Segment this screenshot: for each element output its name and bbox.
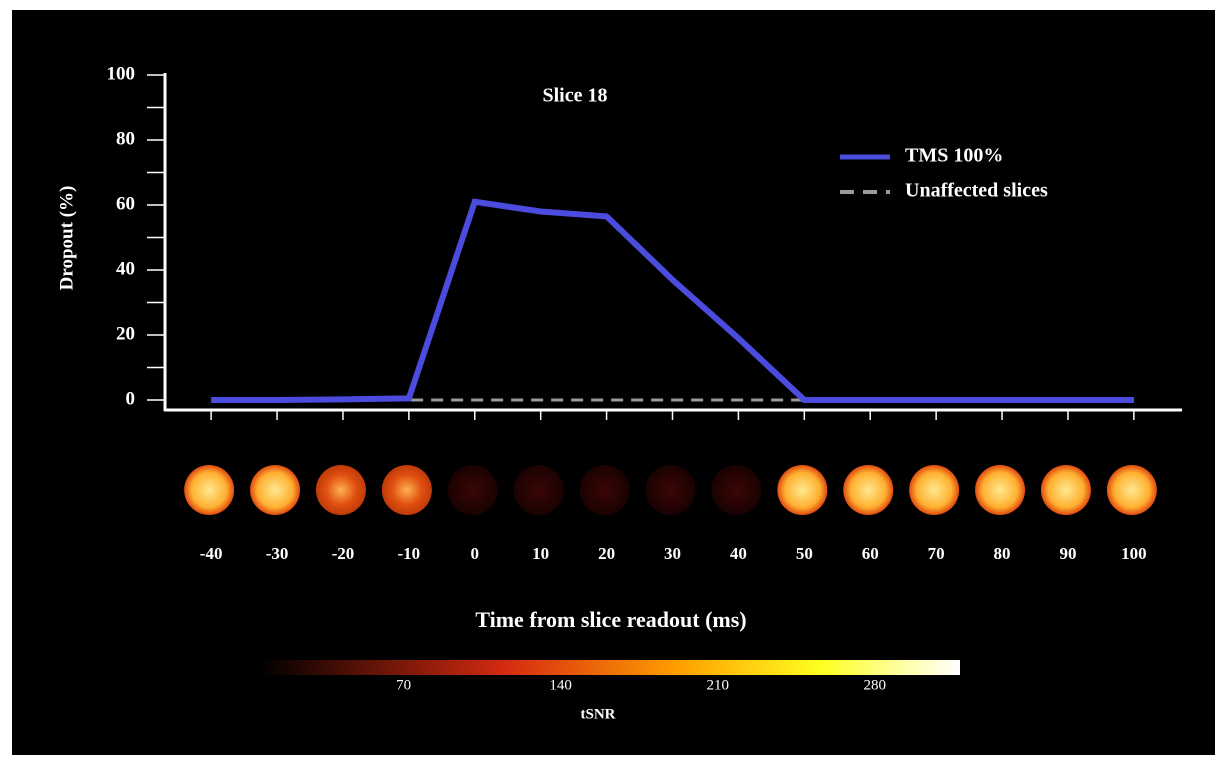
y-axis-label: Dropout (%) [56,186,77,291]
x-tick-label: -20 [332,544,355,563]
x-tick-label: 20 [598,544,615,563]
background [12,10,1215,755]
colorbar-tick-label: 140 [549,677,572,693]
legend-label: Unaffected slices [905,180,1048,202]
x-tick-label: -40 [200,544,223,563]
colorbar-label: tSNR [580,706,615,722]
slice-image [646,465,696,515]
x-tick-label: 100 [1121,544,1147,563]
slice-image [975,465,1025,515]
slice-image [250,465,300,515]
x-tick-label: 80 [994,544,1011,563]
y-tick-label: 40 [116,258,135,279]
chart-title: Slice 18 [543,85,608,107]
x-tick-label: -10 [398,544,421,563]
slice-image [711,465,761,515]
y-tick-label: 100 [107,63,136,84]
colorbar-tick-label: 70 [396,677,411,693]
y-tick-label: 0 [126,388,136,409]
slice-image [382,465,432,515]
slice-image [514,465,564,515]
x-tick-label: 60 [862,544,879,563]
slice-image [316,465,366,515]
slice-image [1107,465,1157,515]
slice-image [580,465,630,515]
x-tick-label: 0 [471,544,480,563]
x-tick-label: 30 [664,544,681,563]
slice-image [843,465,893,515]
y-tick-label: 20 [116,323,135,344]
legend-label: TMS 100% [905,145,1003,167]
colorbar-tick-label: 210 [706,677,729,693]
x-tick-label: 40 [730,544,747,563]
x-tick-label: 10 [532,544,549,563]
slice-image [184,465,234,515]
slice-image [777,465,827,515]
x-tick-label: 50 [796,544,813,563]
x-tick-label: 70 [928,544,945,563]
slice-image [909,465,959,515]
chart: Slice 18 Dropout (%) Time from slice rea… [0,0,1227,766]
y-tick-label: 80 [116,128,135,149]
x-tick-label: 90 [1059,544,1076,563]
x-tick-label: -30 [266,544,289,563]
y-tick-label: 60 [116,193,135,214]
x-axis-label: Time from slice readout (ms) [475,607,746,632]
slice-image [1041,465,1091,515]
slice-image [448,465,498,515]
colorbar-tick-label: 280 [863,677,886,693]
colorbar [260,660,960,675]
